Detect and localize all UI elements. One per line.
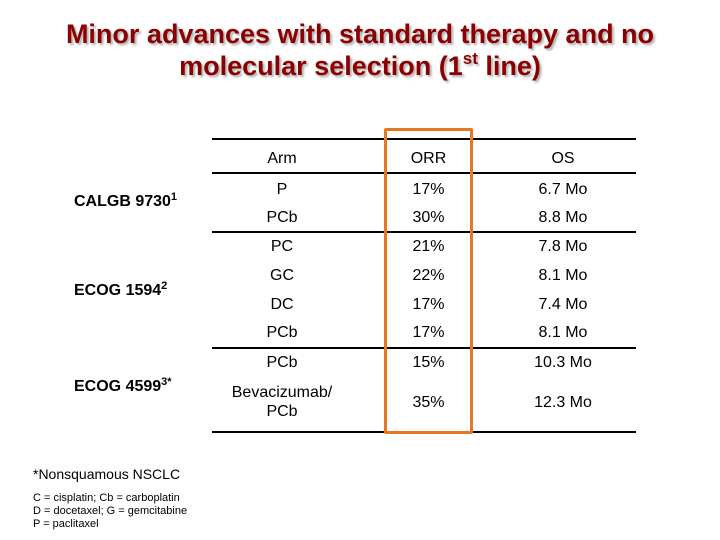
row-6-os: 8.1 Mo (538, 324, 588, 341)
study-reference: 3* (161, 376, 172, 388)
slide-title: Minor advances with standard therapy and… (0, 18, 720, 82)
study-label-ecog-4599: ECOG 45993* (74, 376, 172, 396)
row-8-orr: 35% (412, 394, 445, 411)
table-top-rule (212, 138, 636, 140)
title-line-2-prefix: molecular selection (1 (179, 51, 463, 81)
study-label-ecog-1594: ECOG 15942 (74, 280, 168, 300)
row-5-arm: DC (270, 296, 294, 313)
footnote-nonsquamous: *Nonsquamous NSCLC (33, 466, 181, 482)
abbreviation-line: C = cisplatin; Cb = carboplatin (33, 492, 180, 504)
row-8-arm: Bevacizumab/ PCb (220, 383, 344, 421)
row-3-arm: PC (270, 238, 294, 255)
study-name: ECOG 4599 (74, 378, 162, 395)
row-7-arm: PCb (266, 354, 298, 371)
orr-highlight-box (384, 128, 473, 434)
header-os: OS (551, 150, 575, 167)
row-4-orr: 22% (412, 267, 445, 284)
title-line-1: Minor advances with standard therapy and… (65, 19, 655, 49)
row-8-os: 12.3 Mo (534, 394, 592, 411)
row-4-os: 8.1 Mo (538, 267, 588, 284)
row-1-os: 6.7 Mo (538, 181, 588, 198)
header-arm: Arm (267, 150, 297, 167)
abbreviation-line: P = paclitaxel (33, 518, 99, 530)
table-group-rule-2 (212, 347, 636, 349)
table-group-rule-1 (212, 231, 636, 233)
title-line-2-suffix: line) (477, 51, 541, 81)
abbreviation-legend: C = cisplatin; Cb = carboplatin D = doce… (33, 492, 187, 531)
abbreviation-line: D = docetaxel; G = gemcitabine (33, 505, 188, 517)
row-5-orr: 17% (412, 296, 445, 313)
row-1-arm: P (276, 181, 288, 198)
row-7-orr: 15% (412, 354, 445, 371)
table-header-rule (212, 172, 636, 174)
study-name: CALGB 9730 (74, 193, 171, 210)
row-6-arm: PCb (266, 324, 298, 341)
row-8-arm-line-1: Bevacizumab/ (231, 384, 333, 401)
study-label-calgb: CALGB 97301 (74, 191, 178, 211)
row-5-os: 7.4 Mo (538, 296, 588, 313)
row-6-orr: 17% (412, 324, 445, 341)
study-reference: 2 (161, 280, 168, 292)
row-8-arm-line-2: PCb (266, 403, 298, 420)
row-3-os: 7.8 Mo (538, 238, 588, 255)
row-2-arm: PCb (266, 209, 298, 226)
title-line-2: molecular selection (1st line) (0, 50, 720, 82)
title-superscript: st (462, 49, 478, 68)
study-reference: 1 (170, 191, 178, 203)
header-orr: ORR (410, 150, 447, 167)
row-4-arm: GC (270, 267, 294, 284)
row-7-os: 10.3 Mo (534, 354, 592, 371)
row-1-orr: 17% (412, 181, 445, 198)
row-3-orr: 21% (412, 238, 445, 255)
row-2-os: 8.8 Mo (538, 209, 588, 226)
row-2-orr: 30% (412, 209, 445, 226)
study-name: ECOG 1594 (74, 282, 162, 299)
